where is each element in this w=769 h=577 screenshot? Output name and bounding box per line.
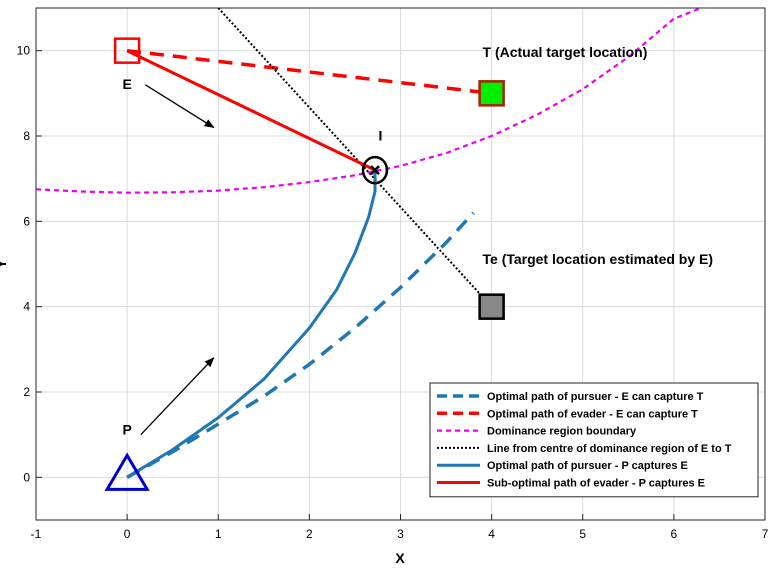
x-tick-label: -1 xyxy=(31,527,42,541)
annotation-2: E xyxy=(122,76,131,92)
x-tick-label: 2 xyxy=(306,527,313,541)
arrows-layer xyxy=(140,84,215,436)
y-tick-label: 8 xyxy=(23,129,30,143)
series-line-3 xyxy=(217,8,493,308)
annotation-1: Te (Target location estimated by E) xyxy=(483,251,714,267)
y-tick-label: 2 xyxy=(23,385,30,399)
marker-t xyxy=(478,80,505,107)
annotations-layer: T (Actual target location) Te (Target loc… xyxy=(122,44,713,438)
x-tick-label: 5 xyxy=(579,527,586,541)
series-layer xyxy=(36,8,702,479)
legend-entry-3: Line from centre of dominance region of … xyxy=(487,443,732,455)
annotation-0: T (Actual target location) xyxy=(483,44,648,60)
marker-e xyxy=(113,37,141,64)
marker-te xyxy=(478,293,505,320)
x-tick-label: 1 xyxy=(215,527,222,541)
x-tick-label: 0 xyxy=(124,527,131,541)
series-line-5 xyxy=(126,49,376,172)
series-line-4 xyxy=(126,170,377,479)
direction-arrow-1 xyxy=(140,357,215,436)
legend-entry-1: Optimal path of evader - E can capture T xyxy=(487,408,698,420)
legend-box xyxy=(429,382,759,498)
x-axis-label: X xyxy=(395,550,405,566)
marker-i xyxy=(361,155,389,185)
legend-entry-0: Optimal path of pursuer - E can capture … xyxy=(487,391,704,403)
y-tick-label: 6 xyxy=(23,214,30,228)
legend: Optimal path of pursuer - E can capture … xyxy=(429,382,759,498)
legend-entry-4: Optimal path of pursuer - P captures E xyxy=(487,460,688,472)
ticks-layer: -1 0 1 2 3 4 5 6 7 0 2 4 6 8 10 xyxy=(17,44,769,541)
y-tick-label: 10 xyxy=(17,44,31,58)
series-line-1 xyxy=(126,48,492,96)
legend-entry-2: Dominance region boundary xyxy=(487,426,637,438)
annotation-3: I xyxy=(379,127,383,143)
direction-arrow-0 xyxy=(145,84,215,129)
marker-i-x2 xyxy=(370,165,380,176)
series-line-2 xyxy=(36,8,702,194)
markers-layer xyxy=(104,37,505,491)
y-tick-label: 0 xyxy=(23,470,30,484)
annotation-4: P xyxy=(122,422,131,438)
x-tick-label: 7 xyxy=(762,527,769,541)
y-axis-label: Y xyxy=(0,259,9,269)
x-tick-label: 4 xyxy=(488,527,495,541)
y-tick-label: 4 xyxy=(23,300,30,314)
series-line-0 xyxy=(126,211,475,479)
x-tick-label: 6 xyxy=(671,527,678,541)
x-tick-label: 3 xyxy=(397,527,404,541)
marker-p xyxy=(104,452,150,491)
legend-entry-5: Sub-optimal path of evader - P captures … xyxy=(487,478,705,490)
